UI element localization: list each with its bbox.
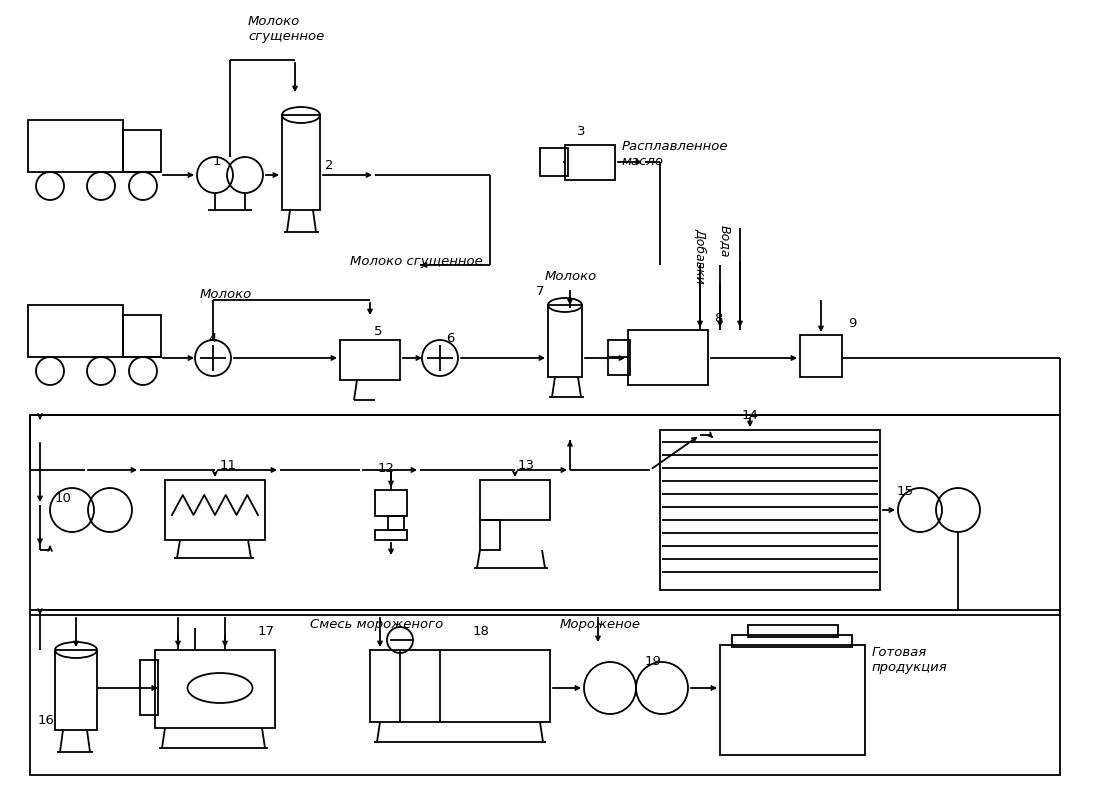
Text: 16: 16 (38, 713, 55, 727)
Bar (30, 415, 1060, 615)
Bar (370, 650, 550, 722)
Text: 6: 6 (446, 332, 455, 345)
Bar (30, 610, 1060, 775)
Text: Вода: Вода (719, 225, 732, 257)
Bar (732, 635, 852, 647)
Bar (720, 645, 865, 755)
Bar (375, 530, 407, 540)
Text: Молоко сгущенное: Молоко сгущенное (350, 255, 482, 268)
Text: 12: 12 (378, 462, 395, 475)
Text: 9: 9 (848, 317, 856, 330)
Bar (123, 130, 161, 172)
Text: 15: 15 (897, 485, 914, 498)
Bar (140, 660, 158, 715)
Text: Мороженое: Мороженое (560, 618, 641, 631)
Text: 19: 19 (646, 655, 662, 668)
Bar (123, 315, 161, 357)
Bar (747, 625, 838, 637)
Bar (548, 305, 582, 377)
Bar (608, 340, 630, 375)
Text: 17: 17 (258, 625, 275, 638)
Bar (480, 480, 550, 520)
Bar (566, 145, 615, 180)
Text: 11: 11 (220, 459, 237, 472)
Bar (800, 335, 842, 377)
Text: 3: 3 (576, 125, 585, 138)
Text: Готовая
продукция: Готовая продукция (872, 646, 948, 674)
Text: Расплавленное
масло: Расплавленное масло (623, 140, 729, 168)
Bar (28, 120, 123, 172)
Text: Молоко
сгущенное: Молоко сгущенное (248, 15, 324, 43)
Bar (55, 650, 98, 730)
Bar (480, 520, 500, 550)
Text: 10: 10 (55, 492, 72, 504)
Bar (340, 340, 400, 380)
Text: 7: 7 (536, 285, 545, 298)
Text: 5: 5 (374, 325, 383, 338)
Text: 14: 14 (742, 409, 758, 422)
Bar (388, 516, 404, 530)
Bar (628, 330, 708, 385)
Text: 4: 4 (208, 332, 216, 345)
Bar (375, 490, 407, 516)
Text: 1: 1 (213, 155, 221, 168)
Bar (165, 480, 265, 540)
Bar (155, 650, 275, 728)
Bar (660, 430, 880, 590)
Text: 2: 2 (326, 159, 333, 171)
Bar (282, 115, 320, 210)
Text: 18: 18 (473, 625, 490, 638)
Bar (28, 305, 123, 357)
Text: 13: 13 (518, 459, 535, 472)
Bar (540, 148, 568, 176)
Text: Молоко: Молоко (545, 270, 597, 283)
Text: Смесь мороженого: Смесь мороженого (310, 618, 443, 631)
Text: Добавки: Добавки (693, 228, 706, 284)
Text: Молоко: Молоко (199, 288, 252, 301)
Text: 8: 8 (713, 312, 722, 325)
